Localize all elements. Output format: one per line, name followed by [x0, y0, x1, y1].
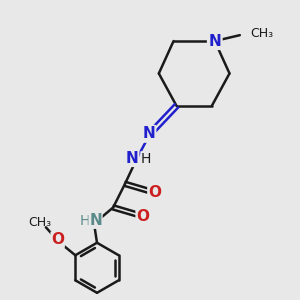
Text: N: N [208, 34, 221, 49]
Text: H: H [80, 214, 90, 228]
Text: N: N [126, 151, 139, 166]
Text: CH₃: CH₃ [250, 27, 273, 40]
Text: H: H [141, 152, 152, 166]
Text: N: N [142, 126, 155, 141]
Text: O: O [148, 185, 161, 200]
Text: O: O [136, 209, 149, 224]
Text: O: O [51, 232, 64, 247]
Text: CH₃: CH₃ [28, 216, 52, 230]
Text: N: N [89, 213, 102, 228]
